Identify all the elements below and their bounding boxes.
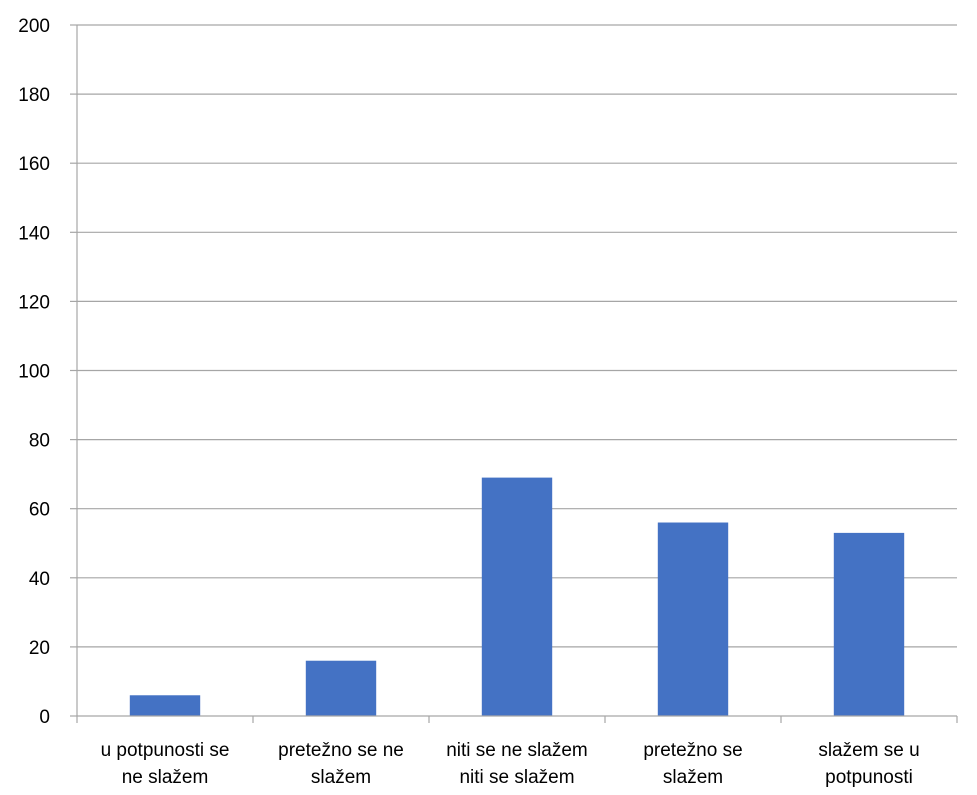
y-tick-label: 200: [18, 16, 50, 37]
y-tick-label: 120: [18, 292, 50, 313]
y-axis-tick-labels: 0 20 40 60 80 100 120 140 160 180 200: [18, 16, 77, 728]
bar: [833, 532, 905, 716]
x-category-label-line: slažem: [311, 767, 371, 788]
x-category-label-line: slažem se u: [818, 740, 919, 761]
y-tick-label: 20: [29, 638, 50, 659]
bar: [657, 522, 729, 716]
y-tick-label: 80: [29, 431, 50, 452]
x-category-label: niti se ne slažem niti se slažem: [446, 740, 588, 788]
axes: [76, 25, 958, 723]
x-category-label-line: potpunosti: [825, 767, 913, 788]
x-category-label: slažem se u potpunosti: [818, 740, 919, 788]
x-category-label-line: ne slažem: [122, 767, 209, 788]
bars: [129, 477, 905, 716]
x-category-label: pretežno se ne slažem: [278, 740, 404, 788]
bar: [305, 660, 377, 716]
y-tick-label: 180: [18, 85, 50, 106]
y-tick-label: 0: [39, 707, 50, 728]
y-tick-label: 160: [18, 154, 50, 175]
x-category-label-line: slažem: [663, 767, 723, 788]
y-tick-label: 40: [29, 569, 50, 590]
x-category-label: u potpunosti se ne slažem: [101, 740, 230, 788]
bar: [129, 695, 201, 716]
gridlines: [77, 24, 957, 648]
x-category-label-line: pretežno se: [643, 740, 742, 761]
x-category-label-line: niti se ne slažem: [446, 740, 588, 761]
x-category-label: pretežno se slažem: [643, 740, 742, 788]
x-category-label-line: pretežno se ne: [278, 740, 404, 761]
y-tick-label: 60: [29, 500, 50, 521]
bar: [481, 477, 553, 716]
x-category-label-line: u potpunosti se: [101, 740, 230, 761]
x-category-label-line: niti se slažem: [459, 767, 574, 788]
x-axis-category-labels: u potpunosti se ne slažem pretežno se ne sl…: [101, 740, 920, 788]
y-tick-label: 140: [18, 223, 50, 244]
y-tick-label: 100: [18, 362, 50, 383]
